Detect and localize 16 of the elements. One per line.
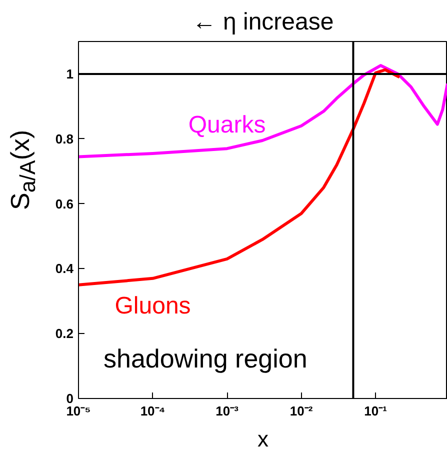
y-tick-label: 0.6 — [55, 196, 74, 212]
series-label: Gluons — [114, 292, 191, 320]
y-tick-label: 0.4 — [55, 261, 74, 276]
x-tick-label: 10⁻⁵ — [66, 404, 91, 418]
y-tick-label: 0 — [66, 391, 74, 406]
x-tick-label: 10⁻³ — [216, 404, 240, 418]
y-tick-label: 0.8 — [55, 131, 74, 146]
x-axis-title: x — [258, 426, 268, 452]
chart-title: ← η increase — [192, 8, 334, 36]
series-label: Quarks — [188, 112, 266, 139]
y-tick-label: 1 — [66, 66, 74, 82]
x-tick-label: 10⁻¹ — [364, 404, 387, 418]
x-tick-label: 10⁻⁴ — [140, 404, 166, 418]
x-tick-label: 10⁻² — [290, 404, 314, 418]
annotation: shadowing region — [104, 344, 308, 374]
y-tick-label: 0.2 — [55, 326, 74, 342]
